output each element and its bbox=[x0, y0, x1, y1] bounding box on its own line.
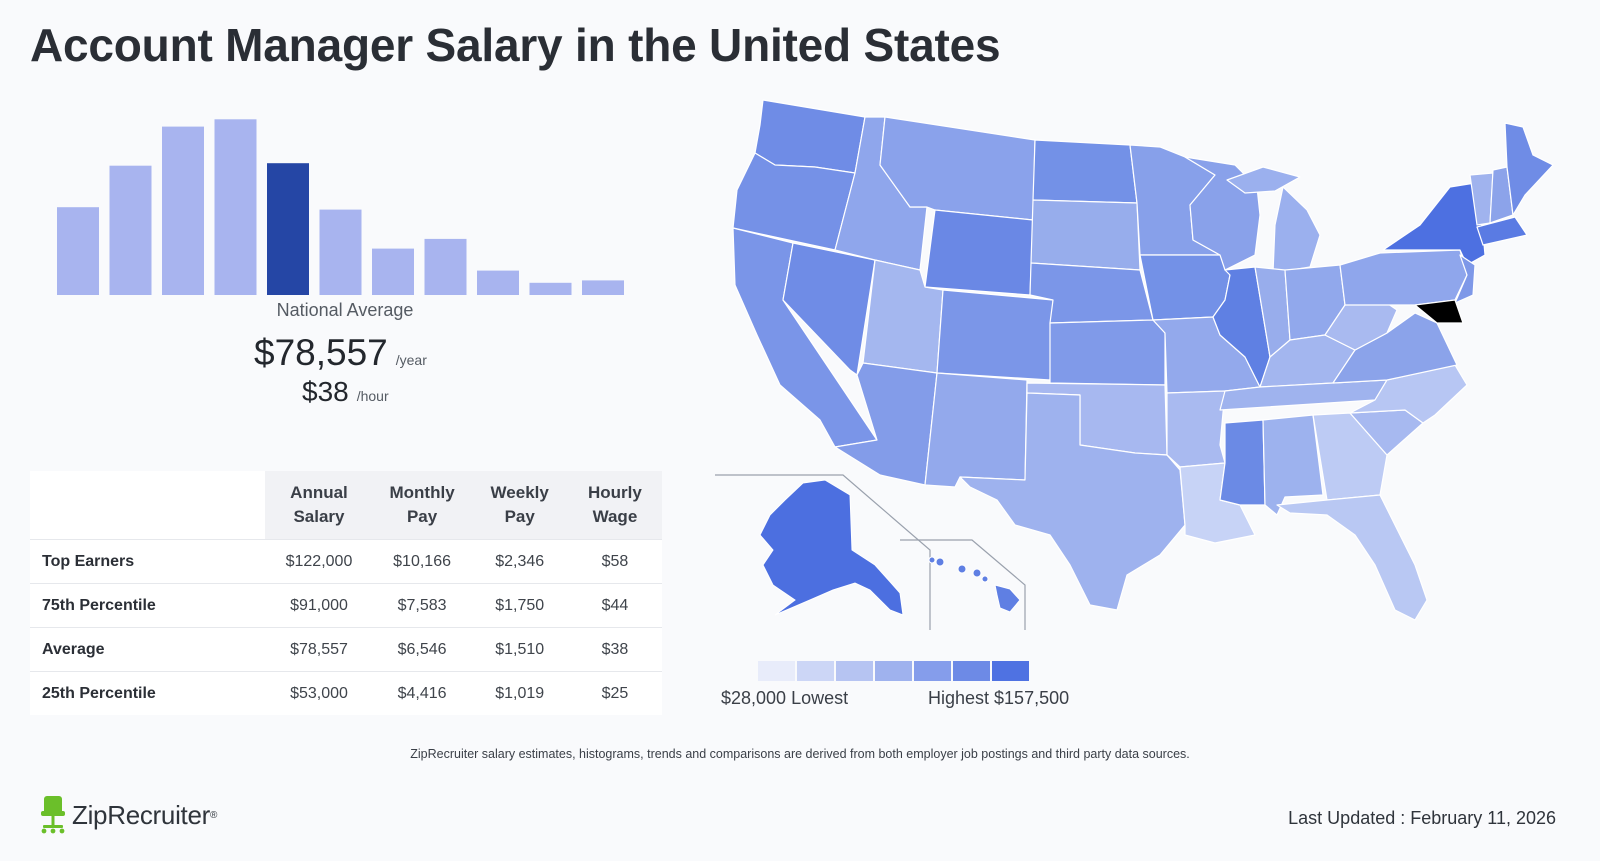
cell-annual: $78,557 bbox=[265, 627, 373, 672]
state-nd[interactable] bbox=[1032, 139, 1138, 204]
cell-annual: $122,000 bbox=[265, 539, 373, 584]
annual-average: $78,557/year bbox=[254, 332, 427, 374]
legend-swatch bbox=[875, 661, 912, 681]
histogram-bar-10 bbox=[529, 282, 572, 295]
hawaii-inset-frame bbox=[900, 539, 1026, 630]
legend-swatch bbox=[836, 661, 873, 681]
state-wy[interactable] bbox=[924, 209, 1034, 296]
cell-monthly: $6,546 bbox=[372, 627, 472, 672]
state-va[interactable] bbox=[1332, 312, 1458, 384]
last-updated: Last Updated : February 11, 2026 bbox=[1288, 808, 1556, 828]
table-header-empty bbox=[30, 471, 266, 540]
table-row: 75th Percentile $91,000 $7,583 $1,750 $4… bbox=[30, 583, 662, 628]
state-pa[interactable] bbox=[1339, 249, 1468, 306]
disclaimer: ZipRecruiter salary estimates, histogram… bbox=[410, 747, 1190, 761]
hourly-average: $38/hour bbox=[302, 376, 389, 408]
cell-hourly: $44 bbox=[567, 583, 662, 628]
state-nm[interactable] bbox=[924, 372, 1028, 488]
histogram-bar-4 bbox=[214, 119, 257, 295]
state-tx[interactable] bbox=[959, 392, 1186, 611]
legend-swatch bbox=[992, 661, 1029, 681]
cell-hourly: $38 bbox=[567, 627, 662, 672]
legend-swatch bbox=[953, 661, 990, 681]
brand-name: ZipRecruiter bbox=[72, 799, 210, 830]
state-co[interactable] bbox=[936, 289, 1054, 381]
histogram-bar-6 bbox=[319, 209, 362, 295]
histogram-bar-11 bbox=[582, 280, 624, 295]
cell-monthly: $10,166 bbox=[372, 539, 472, 584]
state-wa[interactable] bbox=[754, 99, 866, 174]
cell-monthly: $7,583 bbox=[372, 583, 472, 628]
brand-mark: ® bbox=[210, 809, 218, 821]
state-ma[interactable] bbox=[1476, 216, 1528, 246]
state-mi[interactable] bbox=[1226, 166, 1321, 274]
state-ak[interactable] bbox=[759, 479, 904, 616]
state-ar[interactable] bbox=[1166, 390, 1226, 468]
cell-weekly: $1,750 bbox=[471, 583, 568, 628]
legend-lowest: $28,000 Lowest bbox=[721, 688, 849, 708]
cell-weekly: $2,346 bbox=[471, 539, 568, 584]
col-monthly-pay: Monthly Pay bbox=[372, 471, 472, 540]
salary-histogram bbox=[57, 119, 624, 295]
histogram-bar-8 bbox=[424, 238, 467, 295]
cell-annual: $53,000 bbox=[265, 671, 373, 715]
table-row: Average $78,557 $6,546 $1,510 $38 bbox=[30, 627, 662, 672]
table-row: Top Earners $122,000 $10,166 $2,346 $58 bbox=[30, 539, 662, 584]
map-legend-scale bbox=[758, 661, 1029, 681]
legend-swatch bbox=[758, 661, 795, 681]
chair-icon bbox=[41, 796, 65, 834]
us-salary-map bbox=[715, 99, 1554, 630]
row-label: Average bbox=[30, 627, 266, 672]
cell-monthly: $4,416 bbox=[372, 671, 472, 715]
histogram-bar-7 bbox=[372, 248, 414, 295]
ziprecruiter-logo[interactable]: ZipRecruiter ® bbox=[40, 795, 217, 835]
salary-table: Annual Salary Monthly Pay Weekly Pay Hou… bbox=[30, 471, 662, 715]
histogram-bar-5 bbox=[267, 163, 309, 295]
cell-weekly: $1,019 bbox=[471, 671, 568, 715]
histogram-bar-2 bbox=[109, 165, 152, 295]
hourly-unit: /hour bbox=[356, 388, 389, 404]
histogram-bar-1 bbox=[57, 207, 99, 295]
cell-hourly: $58 bbox=[567, 539, 662, 584]
legend-swatch bbox=[914, 661, 951, 681]
cell-annual: $91,000 bbox=[265, 583, 373, 628]
col-weekly-pay: Weekly Pay bbox=[471, 471, 568, 540]
state-ia[interactable] bbox=[1139, 254, 1231, 321]
state-ks[interactable] bbox=[1049, 319, 1166, 386]
state-ms[interactable] bbox=[1219, 419, 1266, 506]
state-fl[interactable] bbox=[1276, 494, 1428, 621]
state-hi[interactable] bbox=[928, 556, 1021, 613]
national-average-label: National Average bbox=[276, 300, 414, 320]
cell-weekly: $1,510 bbox=[471, 627, 568, 672]
legend-highest: Highest $157,500 bbox=[928, 688, 1070, 708]
alaska-inset-frame bbox=[715, 474, 931, 630]
col-hourly-wage: Hourly Wage bbox=[567, 471, 662, 540]
state-me[interactable] bbox=[1504, 122, 1554, 216]
state-al[interactable] bbox=[1262, 414, 1324, 516]
histogram-bar-3 bbox=[162, 126, 204, 295]
annual-unit: /year bbox=[395, 352, 427, 368]
table-header-row: Annual Salary Monthly Pay Weekly Pay Hou… bbox=[30, 471, 662, 540]
page-title: Account Manager Salary in the United Sta… bbox=[30, 19, 1001, 71]
annual-average-value: $78,557 bbox=[254, 332, 388, 373]
state-md[interactable] bbox=[1414, 299, 1464, 324]
state-sd[interactable] bbox=[1030, 199, 1141, 271]
legend-swatch bbox=[797, 661, 834, 681]
table-row: 25th Percentile $53,000 $4,416 $1,019 $2… bbox=[30, 671, 662, 715]
state-nj[interactable] bbox=[1454, 254, 1476, 304]
col-annual-salary: Annual Salary bbox=[265, 471, 373, 540]
row-label: 25th Percentile bbox=[30, 671, 266, 715]
row-label: Top Earners bbox=[30, 539, 266, 584]
row-label: 75th Percentile bbox=[30, 583, 266, 628]
histogram-bar-9 bbox=[477, 270, 519, 295]
hourly-average-value: $38 bbox=[302, 376, 349, 407]
cell-hourly: $25 bbox=[567, 671, 662, 715]
